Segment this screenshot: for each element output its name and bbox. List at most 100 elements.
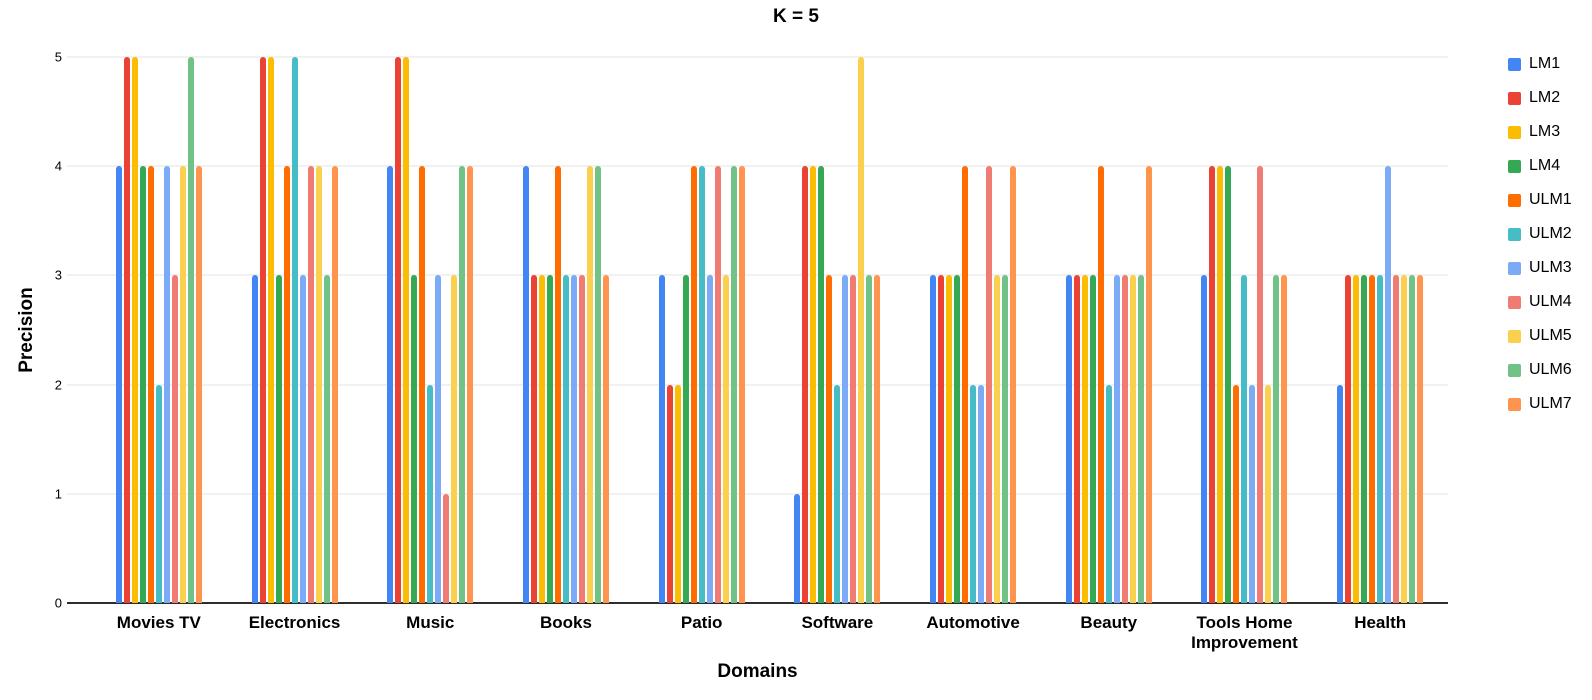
plot-area: Movies TV Electronics Music Books Patio Softw…	[67, 56, 1448, 652]
bar-ulm4	[1393, 275, 1400, 603]
bar-ulm6	[730, 166, 737, 603]
bar-lm3	[538, 275, 545, 603]
gridline	[67, 56, 1448, 58]
legend-label: ULM4	[1529, 293, 1572, 310]
gridline	[67, 384, 1448, 386]
bar-ulm1	[283, 166, 290, 603]
bar-lm1	[1065, 275, 1072, 603]
bar-group: Patio	[634, 57, 770, 632]
legend-label: ULM1	[1529, 191, 1572, 208]
bar-ulm3	[978, 384, 985, 603]
y-tick-label: 4	[54, 158, 62, 174]
legend-swatch-icon	[1508, 363, 1521, 377]
bar-ulm1	[690, 166, 697, 603]
bar-group: Electronics	[227, 57, 363, 632]
chart-title: K = 5	[773, 6, 819, 27]
category-label: Software	[801, 613, 874, 632]
bar-ulm2	[1241, 275, 1248, 603]
bar-ulm2	[1377, 275, 1384, 603]
bar-ulm6	[1409, 275, 1416, 603]
bar-ulm5	[179, 166, 186, 603]
bar-ulm7	[1010, 166, 1017, 603]
y-axis-tick-labels: 0 1 2 3 4 5	[0, 51, 62, 610]
legend-swatch-icon	[1508, 125, 1521, 139]
category-label: Electronics	[248, 613, 341, 632]
bar-lm2	[1345, 275, 1352, 603]
bar-ulm2	[970, 384, 977, 603]
bar-lm3	[403, 57, 410, 603]
bar-lm2	[259, 57, 266, 603]
category-label: Health	[1354, 613, 1407, 632]
legend-label: ULM6	[1529, 361, 1572, 378]
bar-ulm1	[1233, 384, 1240, 603]
bar-group: Tools Home Improvement	[1177, 57, 1313, 652]
bar-group: Movies TV	[91, 57, 227, 632]
bar-ulm7	[331, 166, 338, 603]
bar-ulm6	[594, 166, 601, 603]
legend-label: LM2	[1529, 89, 1561, 106]
bar-lm4	[1225, 166, 1232, 603]
bar-lm1	[251, 275, 258, 603]
bar-group: Beauty	[1041, 57, 1177, 632]
bar-lm4	[1361, 275, 1368, 603]
bar-ulm6	[323, 275, 330, 603]
legend-label: ULM2	[1529, 225, 1572, 242]
bar-lm4	[411, 275, 418, 603]
bar-ulm6	[459, 166, 466, 603]
bar-ulm1	[1369, 275, 1376, 603]
bar-ulm3	[163, 166, 170, 603]
bar-ulm2	[698, 166, 705, 603]
bar-lm3	[674, 384, 681, 603]
y-tick-label: 2	[54, 377, 62, 393]
bar-lm4	[275, 275, 282, 603]
category-label: Automotive	[926, 613, 1020, 632]
bar-ulm7	[195, 166, 202, 603]
legend-swatch-icon	[1508, 261, 1521, 275]
bar-group: Software	[770, 57, 906, 632]
bar-lm1	[1337, 384, 1344, 603]
legend-item-lm4: LM4	[1508, 149, 1572, 183]
legend: LM1 LM2 LM3 LM4 ULM1 ULM2 ULM3 ULM4 ULM5 ULM6 ULM7	[1508, 47, 1572, 421]
bar-ulm5	[451, 275, 458, 603]
legend-label: ULM5	[1529, 327, 1572, 344]
bar-lm4	[954, 275, 961, 603]
legend-label: ULM7	[1529, 395, 1572, 412]
legend-swatch-icon	[1508, 159, 1521, 173]
bar-lm4	[682, 275, 689, 603]
bar-ulm4	[307, 166, 314, 603]
bar-ulm5	[1265, 384, 1272, 603]
bar-ulm1	[147, 166, 154, 603]
legend-item-ulm6: ULM6	[1508, 353, 1572, 387]
bar-ulm5	[858, 57, 865, 603]
gridline	[67, 165, 1448, 167]
bar-lm1	[522, 166, 529, 603]
bar-lm3	[267, 57, 274, 603]
bar-ulm2	[834, 384, 841, 603]
bar-group: Books	[498, 57, 634, 632]
bar-ulm1	[962, 166, 969, 603]
gridline	[67, 274, 1448, 276]
bar-lm1	[115, 166, 122, 603]
legend-swatch-icon	[1508, 91, 1521, 105]
bar-ulm3	[1113, 275, 1120, 603]
category-label: Patio	[680, 613, 723, 632]
bar-ulm3	[435, 275, 442, 603]
legend-label: ULM3	[1529, 259, 1572, 276]
bar-lm2	[1073, 275, 1080, 603]
legend-label: LM4	[1529, 157, 1561, 174]
bar-ulm3	[299, 275, 306, 603]
bar-ulm2	[291, 57, 298, 603]
bar-ulm6	[187, 57, 194, 603]
bar-lm3	[1353, 275, 1360, 603]
legend-item-ulm5: ULM5	[1508, 319, 1572, 353]
category-label: Movies TV	[116, 613, 201, 632]
bar-ulm5	[994, 275, 1001, 603]
bar-lm2	[1209, 166, 1216, 603]
bar-ulm1	[826, 275, 833, 603]
bar-ulm4	[578, 275, 585, 603]
bar-groups: Movies TV Electronics Music Books Patio Softw…	[91, 57, 1448, 652]
bar-ulm2	[155, 384, 162, 603]
x-axis-line	[67, 602, 1448, 604]
bar-group: Health	[1312, 57, 1448, 632]
